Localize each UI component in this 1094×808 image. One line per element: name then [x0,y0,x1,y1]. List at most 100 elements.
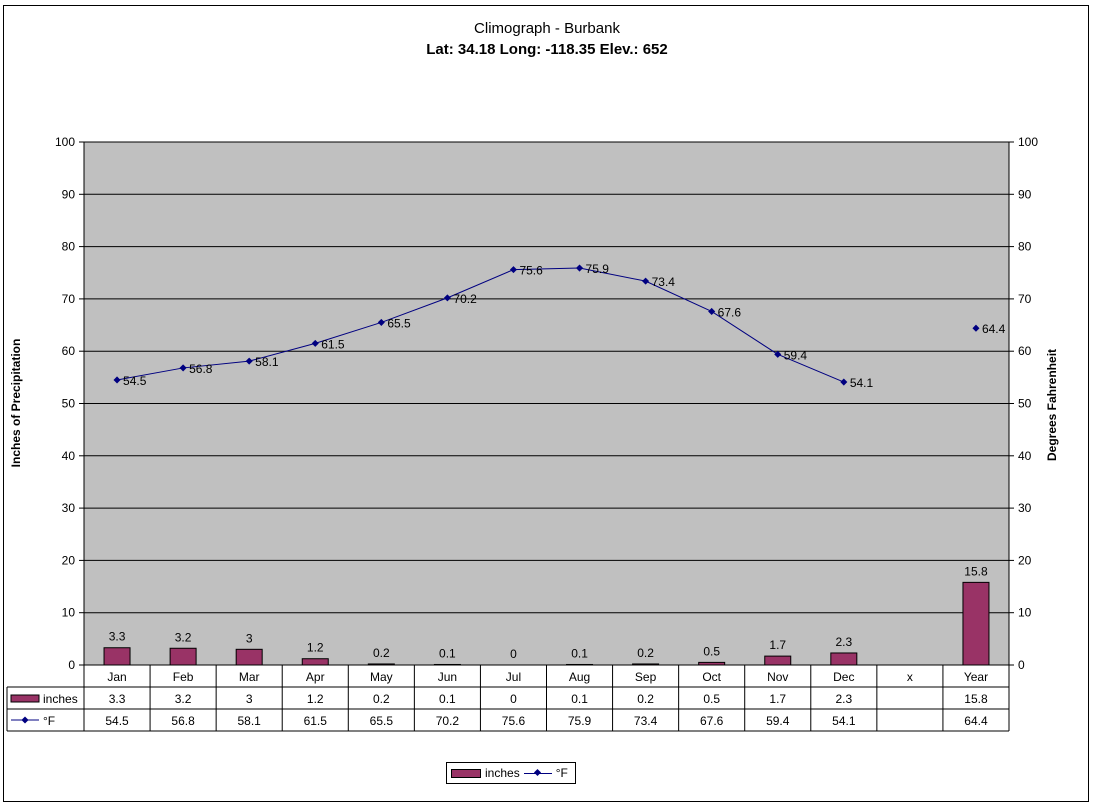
chart-title: Climograph - Burbank [474,20,620,37]
table-cell: 56.8 [171,714,195,728]
category-label: May [370,670,393,684]
table-cell: 73.4 [634,714,658,728]
bar [103,647,131,666]
table-cell: 0.5 [703,692,720,706]
bar [301,658,329,666]
category-label: Feb [173,670,194,684]
line-marker [774,350,782,358]
line-data-label: 73.4 [652,275,676,289]
table-cell: 75.9 [568,714,592,728]
bar [830,652,858,666]
line-marker [708,307,716,315]
table-cell: 1.7 [769,692,786,706]
line-series: 54.5 56.8 58.1 61.5 65.5 70.2 75.6 75.9 73.4 67.6… [113,262,1006,390]
line-data-label: 75.6 [519,264,543,278]
legend-item-fahrenheit: °F [523,766,568,780]
bar-data-label: 0.2 [637,646,654,660]
bar-data-label: 0.5 [703,644,720,658]
category-label: Dec [833,670,854,684]
y-tick-label: 60 [62,344,76,358]
y-tick-label: 10 [62,606,76,620]
table-cell: 3.3 [109,692,126,706]
bar-data-label: 3 [246,631,253,645]
y-axis-label: Inches of Precipitation [9,339,23,468]
table-cell: 0.2 [373,692,390,706]
line-data-label: 54.5 [123,374,147,388]
y-tick-label: 40 [62,449,76,463]
y2-tick-label: 100 [1018,135,1038,149]
line-data-label: 65.5 [387,316,411,330]
line-marker [576,264,584,272]
row-header-fahrenheit: °F [43,714,55,728]
legend-label-inches: inches [485,766,520,780]
y-tick-label: 90 [62,187,76,201]
y2-tick-label: 20 [1018,553,1032,567]
line-marker [840,378,848,386]
bar-data-label: 0 [510,647,517,661]
gridlines [84,141,1009,666]
line-marker [509,266,517,274]
y2-tick-label: 80 [1018,240,1032,254]
line-data-label: 64.4 [982,322,1006,336]
bar-data-label: 0.2 [373,646,390,660]
category-label: Jun [438,670,457,684]
line-data-label: 75.9 [586,262,610,276]
category-label: Nov [767,670,788,684]
category-label: Mar [239,670,260,684]
line-data-label: 70.2 [453,292,477,306]
y-tick-label: 30 [62,501,76,515]
y-tick-label: 20 [62,553,76,567]
chart-frame [3,5,1089,802]
y2-axis-label: Degrees Fahrenheit [1045,349,1059,461]
line-data-label: 59.4 [784,348,808,362]
y2-tick-label: 10 [1018,606,1032,620]
line-marker [245,357,253,365]
y-tick-label: 80 [62,240,76,254]
legend: inches °F [446,762,576,784]
category-label: Jul [506,670,521,684]
table-cell: 67.6 [700,714,724,728]
bar-data-label: 3.2 [175,630,192,644]
bar-data-label: 2.3 [835,635,852,649]
table-cell: 54.1 [832,714,856,728]
bar [169,647,197,666]
y2-tick-label: 50 [1018,397,1032,411]
y-tick-label: 100 [55,135,75,149]
temperature-line [116,267,845,383]
bar-data-label: 15.8 [964,564,988,578]
line-marker [113,376,121,384]
table-cell: 61.5 [304,714,328,728]
table-cell: 0.1 [439,692,456,706]
table-cell: 59.4 [766,714,790,728]
legend-marker-fahrenheit [523,769,552,778]
category-label: Aug [569,670,590,684]
line-marker [972,324,980,332]
table-cell: 54.5 [105,714,129,728]
bar-data-label: 3.3 [109,630,126,644]
line-data-label: 54.1 [850,376,874,390]
line-data-label: 58.1 [255,355,279,369]
y2-tick-label: 40 [1018,449,1032,463]
bar-data-label: 1.2 [307,641,324,655]
line-marker [642,277,650,285]
category-label: x [907,670,913,684]
bar [235,648,263,666]
table-cell: 3.2 [175,692,192,706]
table-cell: 2.3 [835,692,852,706]
chart-subtitle: Lat: 34.18 Long: -118.35 Elev.: 652 [426,41,668,58]
table-cell: 0.2 [637,692,654,706]
line-marker [377,318,385,326]
data-table: Jan Feb Mar Apr May Jun Jul Aug Sep Oct Nov Dec x Yea… [6,664,1010,732]
y2-tick-label: 60 [1018,344,1032,358]
line-data-label: 67.6 [718,305,742,319]
table-cell: 64.4 [964,714,988,728]
legend-item-inches: inches [451,766,520,780]
table-cell: 15.8 [964,692,988,706]
y2-tick-label: 70 [1018,292,1032,306]
line-marker [311,339,319,347]
line-marker [443,294,451,302]
bar-data-label: 0.1 [571,646,588,660]
category-label: Oct [702,670,721,684]
bar [764,655,792,666]
